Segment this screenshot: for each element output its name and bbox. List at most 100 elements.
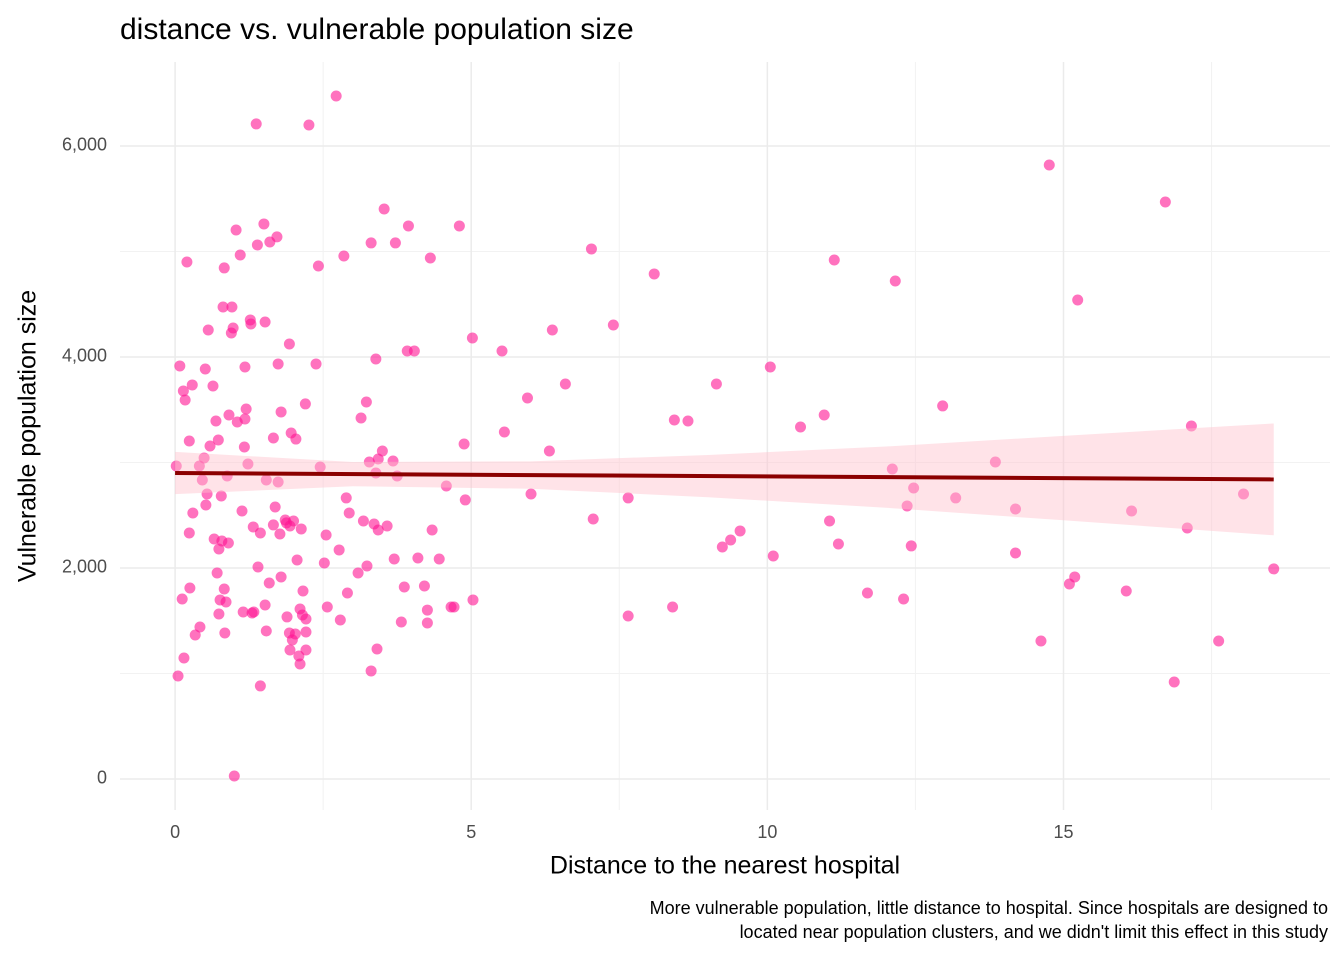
point — [222, 537, 234, 549]
point — [186, 379, 198, 391]
point — [1010, 503, 1022, 515]
point — [585, 243, 597, 255]
point — [1159, 196, 1171, 208]
point — [254, 680, 266, 692]
point — [210, 415, 222, 427]
point — [361, 560, 373, 572]
point — [299, 398, 311, 410]
regression-line — [175, 471, 1274, 482]
point — [668, 414, 680, 426]
point — [886, 463, 898, 475]
point — [352, 567, 364, 579]
point — [294, 658, 306, 670]
point — [498, 426, 510, 438]
point — [901, 500, 913, 512]
point — [230, 224, 242, 236]
point — [334, 614, 346, 626]
point — [220, 596, 232, 608]
point — [607, 319, 619, 331]
point — [1069, 571, 1081, 583]
point — [275, 406, 287, 418]
x-tick-label: 15 — [1053, 822, 1073, 842]
point — [381, 520, 393, 532]
point — [245, 318, 257, 330]
point — [340, 492, 352, 504]
point — [338, 250, 350, 262]
point — [950, 492, 962, 504]
point — [189, 629, 201, 641]
point — [213, 608, 225, 620]
y-tick-label: 2,000 — [62, 557, 107, 577]
point — [300, 626, 312, 638]
point — [250, 118, 262, 130]
point — [238, 441, 250, 453]
point — [194, 621, 206, 633]
point — [258, 218, 270, 230]
point — [466, 332, 478, 344]
caption-line: located near population clusters, and we… — [740, 922, 1328, 942]
point — [622, 492, 634, 504]
point — [1213, 635, 1225, 647]
point — [289, 628, 301, 640]
point — [290, 433, 302, 445]
point — [178, 652, 190, 664]
point — [363, 456, 375, 468]
point — [448, 601, 460, 613]
point — [260, 474, 272, 486]
point — [239, 361, 251, 373]
point — [818, 409, 830, 421]
point — [795, 421, 807, 433]
point — [559, 378, 571, 390]
point — [303, 119, 315, 131]
point — [398, 581, 410, 593]
point — [341, 587, 353, 599]
point — [937, 400, 949, 412]
point — [295, 523, 307, 535]
point — [989, 456, 1001, 468]
point — [318, 557, 330, 569]
point — [378, 203, 390, 215]
point — [252, 561, 264, 573]
point — [357, 515, 369, 527]
point — [259, 316, 271, 328]
point — [187, 507, 199, 519]
point — [1185, 420, 1197, 432]
point — [201, 488, 213, 500]
point — [320, 529, 332, 541]
x-tick-label: 0 — [170, 822, 180, 842]
point — [333, 544, 345, 556]
point — [217, 301, 229, 313]
point — [861, 587, 873, 599]
point — [908, 482, 920, 494]
point — [227, 322, 239, 334]
point — [710, 378, 722, 390]
point — [260, 625, 272, 637]
point — [424, 252, 436, 264]
point — [832, 538, 844, 550]
point — [905, 540, 917, 552]
x-axis-label: Distance to the nearest hospital — [550, 852, 900, 880]
point — [240, 403, 252, 415]
point — [828, 254, 840, 266]
point — [1120, 585, 1132, 597]
point — [193, 460, 205, 472]
point — [421, 604, 433, 616]
point — [433, 553, 445, 565]
point — [734, 525, 746, 537]
point — [291, 554, 303, 566]
point — [365, 665, 377, 677]
point — [284, 644, 296, 656]
point — [330, 90, 342, 102]
point — [212, 434, 224, 446]
point — [172, 670, 184, 682]
point — [725, 534, 737, 546]
point — [622, 610, 634, 622]
point — [587, 513, 599, 525]
point — [283, 338, 295, 350]
point — [219, 627, 231, 639]
point — [176, 593, 188, 605]
y-axis-label: Vulnerable population size — [14, 290, 42, 582]
point — [314, 461, 326, 473]
point — [1168, 676, 1180, 688]
point — [281, 611, 293, 623]
